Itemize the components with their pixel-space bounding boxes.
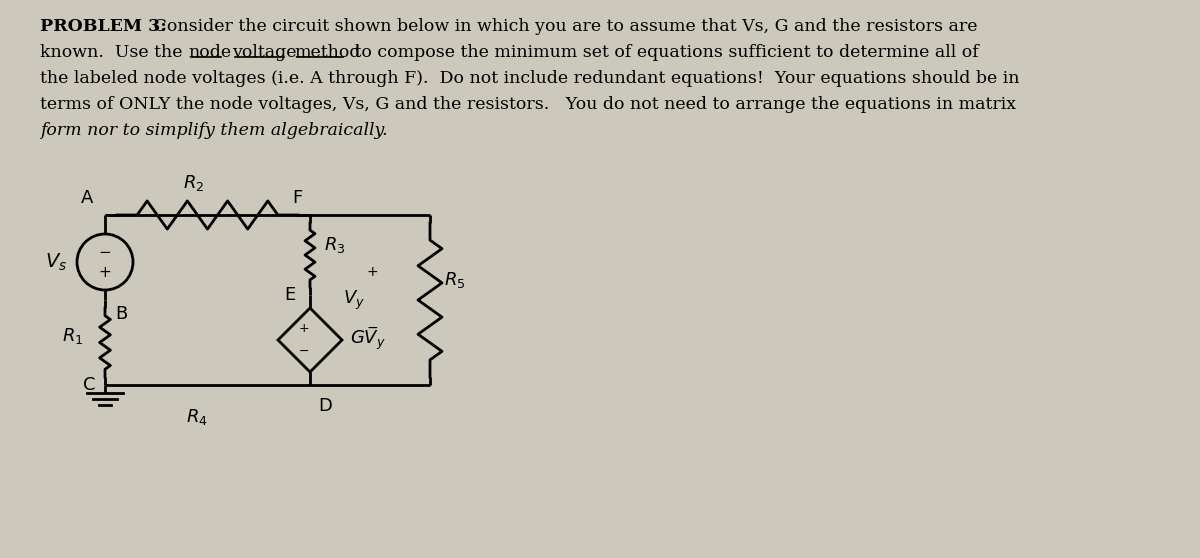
Text: B: B — [115, 305, 127, 323]
Text: +: + — [299, 323, 310, 335]
Text: $R_4$: $R_4$ — [186, 407, 209, 427]
Text: $GV_y$: $GV_y$ — [350, 329, 386, 352]
Text: −: − — [366, 321, 378, 335]
Text: C: C — [83, 376, 95, 394]
Text: +: + — [98, 265, 112, 280]
Text: A: A — [80, 189, 94, 207]
Text: $R_5$: $R_5$ — [444, 270, 466, 290]
Text: $R_1$: $R_1$ — [61, 326, 83, 346]
Text: form nor to simplify them algebraically.: form nor to simplify them algebraically. — [40, 122, 388, 139]
Text: $V_s$: $V_s$ — [44, 251, 67, 273]
Text: −: − — [299, 345, 310, 358]
Text: known.  Use the: known. Use the — [40, 44, 188, 61]
Text: $V_y$: $V_y$ — [343, 288, 365, 311]
Text: E: E — [284, 286, 296, 304]
Text: the labeled node voltages (i.e. A through F).  Do not include redundant equation: the labeled node voltages (i.e. A throug… — [40, 70, 1020, 87]
Text: $R_3$: $R_3$ — [324, 235, 346, 255]
Text: node: node — [188, 44, 232, 61]
Text: D: D — [318, 397, 332, 415]
Text: $R_2$: $R_2$ — [182, 173, 204, 193]
Text: +: + — [366, 265, 378, 279]
Text: to compose the minimum set of equations sufficient to determine all of: to compose the minimum set of equations … — [349, 44, 979, 61]
Text: method: method — [294, 44, 360, 61]
Text: PROBLEM 3:: PROBLEM 3: — [40, 18, 167, 35]
Text: Consider the circuit shown below in which you are to assume that Vs, G and the r: Consider the circuit shown below in whic… — [148, 18, 978, 35]
Text: voltage: voltage — [232, 44, 296, 61]
Text: −: − — [98, 245, 112, 259]
Text: F: F — [292, 189, 302, 207]
Text: terms of ONLY the node voltages, Vs, G and the resistors.   You do not need to a: terms of ONLY the node voltages, Vs, G a… — [40, 96, 1016, 113]
